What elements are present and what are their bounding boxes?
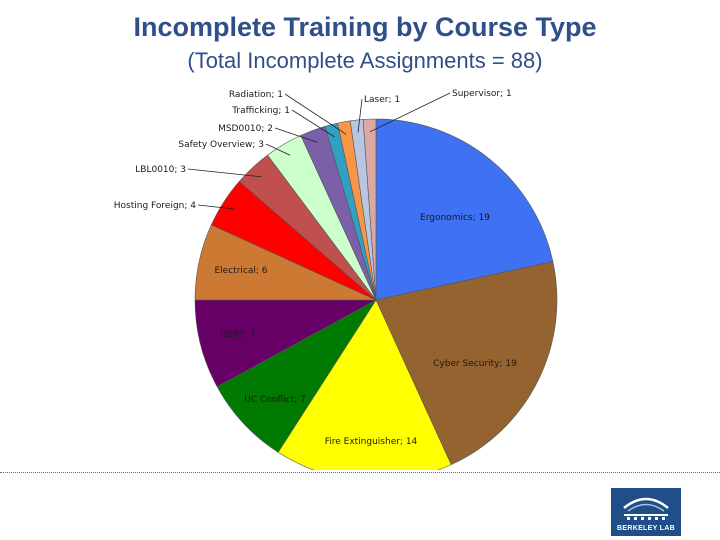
berkeley-lab-logo-icon (623, 497, 669, 520)
footer-divider (0, 472, 720, 473)
chart-title: Incomplete Training by Course Type (133, 12, 597, 42)
slice-label-safety-overview: Safety Overview; 3 (178, 140, 264, 150)
berkeley-lab-logo: BERKELEY LAB (611, 488, 681, 536)
slice-label-electrical: Electrical; 6 (215, 266, 268, 276)
label-leader-lines (187, 92, 451, 210)
leader-line-hosting-foreign (197, 204, 235, 210)
slice-label-ergonomics: Ergonomics; 19 (420, 213, 490, 223)
slice-label-cyber-security: Cyber Security; 19 (433, 359, 517, 369)
pie-slices (194, 118, 558, 470)
pie-slice-supervisor (362, 118, 377, 301)
leader-line-supervisor (369, 92, 451, 133)
slice-label-hosting-foreign: Hosting Foreign; 4 (114, 201, 196, 211)
slice-label-supervisor: Supervisor; 1 (452, 89, 512, 99)
pie-chart: Ergonomics; 19 Cyber Security; 19 Fire Ext… (114, 89, 558, 470)
slice-labels: Ergonomics; 19 Cyber Security; 19 Fire Ext… (114, 89, 517, 447)
slice-label-trafficking: Trafficking; 1 (231, 106, 290, 116)
pie-slice-cyber-security (375, 261, 558, 466)
pie-slice-fire-extinguisher (277, 299, 452, 470)
slice-label-gert: GERT; 7 (220, 330, 255, 340)
leader-line-msd0010 (274, 127, 318, 143)
pie-slice-gert (194, 299, 377, 388)
pie-slice-uc-conflict (216, 299, 377, 453)
chart-subtitle: (Total Incomplete Assignments = 88) (187, 48, 543, 73)
slice-label-lbl0010: LBL0010; 3 (135, 165, 186, 175)
pie-slice-ergonomics (375, 118, 554, 301)
leader-line-lbl0010 (187, 168, 262, 178)
slice-label-laser: Laser; 1 (364, 95, 400, 105)
leader-line-laser (357, 98, 363, 133)
slice-label-radiation: Radiation; 1 (229, 90, 283, 100)
logo-text: BERKELEY LAB (617, 525, 675, 532)
slice-label-fire-extinguisher: Fire Extinguisher; 14 (325, 437, 418, 447)
slice-label-uc-conflict: UC Conflict; 7 (244, 395, 306, 405)
leader-line-radiation (284, 93, 347, 135)
leader-line-trafficking (291, 109, 335, 138)
leader-line-safety-overview (265, 143, 291, 156)
slice-label-msd0010: MSD0010; 2 (218, 124, 273, 134)
